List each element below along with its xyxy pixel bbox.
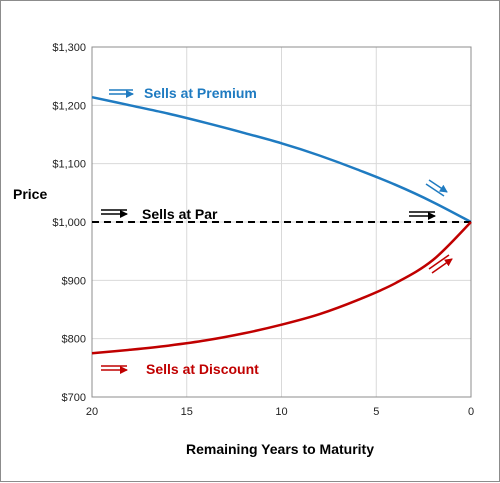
annotation-par: Sells at Par	[101, 206, 436, 222]
y-tick-label: $1,200	[52, 100, 86, 112]
y-tick-label: $900	[62, 275, 86, 287]
x-tick-label: 5	[373, 406, 379, 418]
y-tick-label: $1,100	[52, 159, 86, 171]
y-tick-label: $1,000	[52, 217, 86, 229]
discount-end-arrow-icon	[428, 254, 450, 270]
x-axis-label: Remaining Years to Maturity	[186, 441, 374, 457]
premium-end-arrow-icon	[425, 183, 445, 197]
premium-series-line	[91, 95, 472, 224]
annotation-premium: Sells at Premium	[109, 85, 257, 101]
x-tick-label: 20	[86, 406, 98, 418]
annotation-premium-end	[425, 179, 448, 197]
series-layer	[91, 95, 472, 355]
y-tick-label: $800	[62, 334, 86, 346]
annotation-discount: Sells at Discount	[101, 254, 453, 377]
y-tick-label: $1,300	[52, 42, 86, 54]
premium-end-arrow-icon-upper	[428, 179, 448, 193]
par-label: Sells at Par	[142, 206, 218, 222]
discount-label: Sells at Discount	[146, 361, 259, 377]
y-axis-ticks: $700 $800 $900 $1,000 $1,100 $1,200 $1,300	[52, 42, 86, 404]
y-tick-label: $700	[62, 392, 86, 404]
premium-label: Sells at Premium	[144, 85, 257, 101]
discount-end-arrow-icon-lower	[431, 258, 453, 274]
discount-series-line	[91, 221, 472, 355]
x-axis-ticks: 20 15 10 5 0	[86, 406, 474, 418]
x-tick-label: 0	[468, 406, 474, 418]
x-tick-label: 10	[275, 406, 287, 418]
y-axis-label: Price	[13, 186, 47, 202]
x-tick-label: 15	[181, 406, 193, 418]
